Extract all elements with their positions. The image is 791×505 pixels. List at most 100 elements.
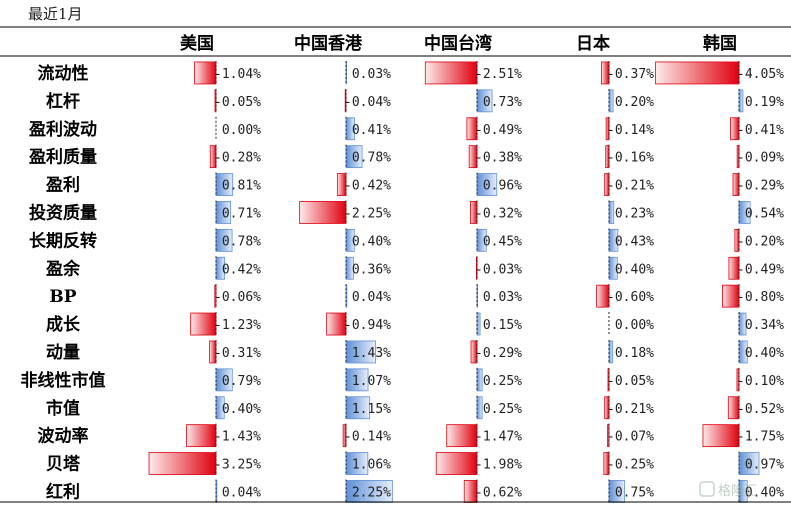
data-label: 0.00%: [222, 123, 261, 138]
data-label: -0.25%: [607, 458, 654, 473]
data-bar: [608, 201, 615, 224]
data-label: -0.05%: [214, 95, 261, 110]
column-header: 中国香港: [294, 33, 363, 54]
row-label: 红利: [46, 481, 80, 502]
data-label: -0.05%: [607, 374, 654, 389]
data-label: 1.15%: [352, 402, 391, 417]
data-label: 0.97%: [745, 458, 784, 473]
data-label: -0.03%: [475, 262, 522, 277]
row-label: 盈余: [45, 258, 81, 279]
data-label: -1.75%: [737, 430, 784, 445]
data-label: -0.21%: [607, 179, 654, 194]
data-label: 0.19%: [745, 95, 784, 110]
data-label: -0.04%: [344, 95, 391, 110]
data-label: -0.42%: [344, 179, 391, 194]
table-row: 贝塔 -3.25% 1.06% -1.98% -0.25% 0.97%: [46, 451, 784, 476]
data-label: -0.38%: [475, 151, 522, 166]
data-label: 0.00%: [615, 318, 654, 333]
row-label: 市值: [46, 398, 80, 419]
data-label: -0.14%: [344, 430, 391, 445]
data-bar: [435, 452, 478, 475]
data-label: 0.23%: [615, 206, 654, 221]
row-label: 贝塔: [46, 454, 81, 475]
data-label: 0.03%: [352, 67, 391, 82]
data-label: 0.40%: [745, 346, 784, 361]
column-header: 韩国: [703, 33, 737, 54]
data-label: 0.40%: [352, 234, 391, 249]
watermark-text: 格隆汇: [718, 483, 757, 499]
data-bar: [476, 368, 483, 392]
data-label: -2.51%: [475, 67, 522, 82]
table-row: 红利 0.04% 2.25% -0.62% 0.75% 0.40%: [46, 479, 784, 504]
data-label: -0.31%: [214, 346, 261, 361]
watermark-logo-icon: [699, 481, 715, 497]
data-label: -0.20%: [737, 234, 784, 249]
data-label: -0.49%: [475, 123, 522, 138]
data-label: 0.42%: [222, 262, 261, 277]
data-bar: [476, 396, 483, 420]
table-row: 盈利波动 0.00% 0.41% -0.49% -0.14% -0.41%: [28, 116, 784, 141]
data-label: -0.32%: [475, 206, 522, 221]
data-label: 0.78%: [222, 234, 261, 249]
data-bar: [299, 201, 347, 224]
data-label: -0.29%: [737, 179, 784, 194]
column-headers: 美国 中国香港 中国台湾 日本 韩国: [180, 33, 737, 54]
data-label: 0.41%: [352, 123, 391, 138]
data-label: -2.25%: [344, 206, 391, 221]
data-label: 0.25%: [483, 402, 522, 417]
period-label: 最近1月: [28, 5, 83, 23]
data-label: -4.05%: [737, 67, 784, 82]
data-label: 0.34%: [745, 318, 784, 333]
data-label: -1.47%: [475, 430, 522, 445]
data-label: 0.40%: [615, 262, 654, 277]
data-label: -0.21%: [607, 402, 654, 417]
column-header: 日本: [576, 33, 610, 54]
data-bar: [186, 424, 217, 448]
data-bar: [608, 340, 614, 364]
data-bar: [655, 61, 740, 85]
data-label: -0.37%: [607, 67, 654, 82]
data-label: -0.16%: [607, 151, 654, 166]
data-label: -0.62%: [475, 485, 522, 500]
data-label: 0.71%: [222, 206, 261, 221]
data-bar: [424, 61, 478, 85]
data-label: 0.79%: [222, 374, 261, 389]
row-label: 长期反转: [29, 230, 97, 251]
row-label: 盈利: [45, 175, 80, 196]
data-label: 0.25%: [483, 374, 522, 389]
column-header: 中国台湾: [424, 33, 492, 54]
data-label: 0.45%: [483, 234, 522, 249]
data-label: 0.18%: [615, 346, 654, 361]
table-row: BP -0.06% 0.04% 0.03% -0.60% -0.80%: [49, 284, 784, 309]
row-label: 盈利波动: [28, 119, 97, 140]
data-label: 0.78%: [352, 151, 391, 166]
data-label: 0.20%: [615, 95, 654, 110]
table-row: 盈余 0.42% 0.36% -0.03% 0.40% -0.49%: [45, 256, 784, 281]
data-label: 1.06%: [352, 458, 391, 473]
data-label: 0.15%: [483, 318, 522, 333]
data-label: 0.96%: [483, 179, 522, 194]
watermark: 格隆汇: [699, 481, 757, 499]
data-label: -1.43%: [214, 430, 261, 445]
data-label: 0.75%: [615, 485, 654, 500]
data-label: 0.40%: [222, 402, 261, 417]
data-label: -0.52%: [737, 402, 784, 417]
data-label: 1.43%: [352, 346, 391, 361]
data-bar: [608, 89, 614, 113]
table-row: 波动率 -1.43% -0.14% -1.47% -0.07% -1.75%: [38, 423, 784, 448]
table-row: 盈利质量 -0.28% 0.78% -0.38% -0.16% -0.09%: [28, 144, 784, 169]
data-label: 0.43%: [615, 234, 654, 249]
data-bar: [194, 61, 217, 85]
data-label: 0.03%: [483, 290, 522, 305]
data-bar: [190, 312, 217, 336]
table-row: 盈利 0.81% -0.42% 0.96% -0.21% -0.29%: [45, 172, 784, 197]
data-bar: [738, 89, 744, 113]
row-label: 非线性市值: [21, 370, 106, 391]
row-label: 波动率: [38, 426, 89, 447]
data-label: -0.49%: [737, 262, 784, 277]
data-label: -3.25%: [214, 458, 261, 473]
data-label: 1.07%: [352, 374, 391, 389]
table-row: 长期反转 0.78% 0.40% 0.45% 0.43% -0.20%: [29, 228, 784, 253]
table-row: 投资质量 0.71% -2.25% -0.32% 0.23% 0.54%: [29, 200, 784, 225]
